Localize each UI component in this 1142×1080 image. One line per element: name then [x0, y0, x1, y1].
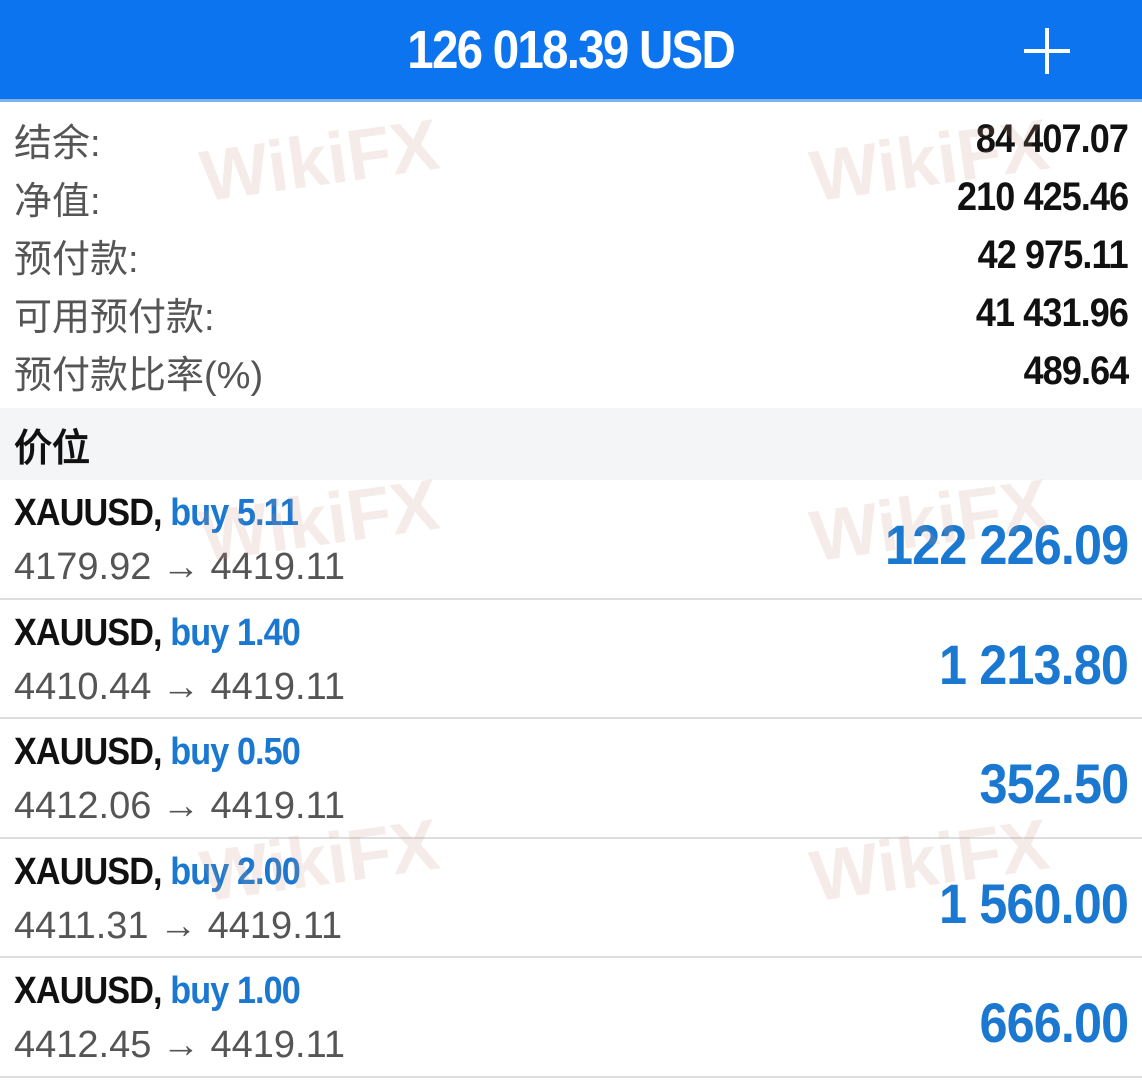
summary-value: 41 431.96	[975, 290, 1129, 335]
summary-label: 结余:	[14, 122, 101, 165]
summary-row-equity: 净值: 210 425.46	[0, 168, 1142, 226]
summary-value: 489.64	[1023, 348, 1129, 393]
summary-value: 42 975.11	[977, 232, 1129, 277]
summary-row-margin: 预付款: 42 975.11	[0, 226, 1142, 284]
position-symbol: XAUUSD,	[14, 492, 163, 534]
summary-label: 预付款:	[14, 238, 139, 281]
position-prices: 4179.92 → 4419.11	[14, 546, 346, 588]
position-row[interactable]: XAUUSD, buy 0.50 4412.06 → 4419.11 352.5…	[0, 719, 1142, 839]
summary-label: 可用预付款:	[14, 296, 215, 339]
position-symbol: XAUUSD,	[14, 731, 163, 773]
account-balance-title: 126 018.39 USD	[407, 19, 736, 80]
summary-value: 84 407.07	[975, 116, 1129, 161]
position-row[interactable]: XAUUSD, buy 1.40 4410.44 → 4419.11 1 213…	[0, 600, 1142, 719]
summary-row-free-margin: 可用预付款: 41 431.96	[0, 284, 1142, 342]
position-profit: 666.00	[979, 991, 1129, 1054]
position-profit: 1 213.80	[939, 632, 1129, 696]
summary-row-margin-level: 预付款比率(%) 489.64	[0, 342, 1142, 400]
summary-value: 210 425.46	[956, 174, 1129, 219]
position-prices: 4412.06 → 4419.11	[14, 785, 346, 827]
plus-icon[interactable]	[1012, 14, 1082, 84]
position-profit: 352.50	[979, 752, 1129, 815]
position-side: buy 1.00	[170, 970, 301, 1012]
position-side: buy 5.11	[170, 492, 299, 534]
header: 126 018.39 USD	[0, 0, 1142, 102]
position-profit: 122 226.09	[884, 513, 1129, 576]
position-profit: 1 560.00	[939, 871, 1129, 935]
position-row[interactable]: XAUUSD, buy 1.00 4412.45 → 4419.11 666.0…	[0, 958, 1142, 1078]
position-symbol: XAUUSD,	[14, 850, 163, 893]
summary-label: 净值:	[14, 180, 101, 223]
position-symbol: XAUUSD,	[14, 970, 163, 1012]
position-prices: 4412.45 → 4419.11	[14, 1024, 346, 1066]
summary-label: 预付款比率(%)	[14, 354, 264, 397]
position-side: buy 2.00	[170, 850, 301, 893]
positions-section-header: 价位	[0, 408, 1142, 480]
account-summary: 结余: 84 407.07 净值: 210 425.46 预付款: 42 975.11…	[0, 102, 1142, 400]
position-symbol: XAUUSD,	[14, 611, 163, 654]
position-prices: 4411.31 → 4419.11	[14, 904, 343, 947]
position-side: buy 0.50	[170, 731, 301, 773]
positions-list: XAUUSD, buy 5.11 4179.92 → 4419.11 122 2…	[0, 480, 1142, 1078]
position-row[interactable]: XAUUSD, buy 2.00 4411.31 → 4419.11 1 560…	[0, 839, 1142, 958]
position-prices: 4410.44 → 4419.11	[14, 665, 346, 708]
position-side: buy 1.40	[170, 611, 301, 654]
position-row[interactable]: XAUUSD, buy 5.11 4179.92 → 4419.11 122 2…	[0, 480, 1142, 600]
summary-row-balance: 结余: 84 407.07	[0, 110, 1142, 168]
